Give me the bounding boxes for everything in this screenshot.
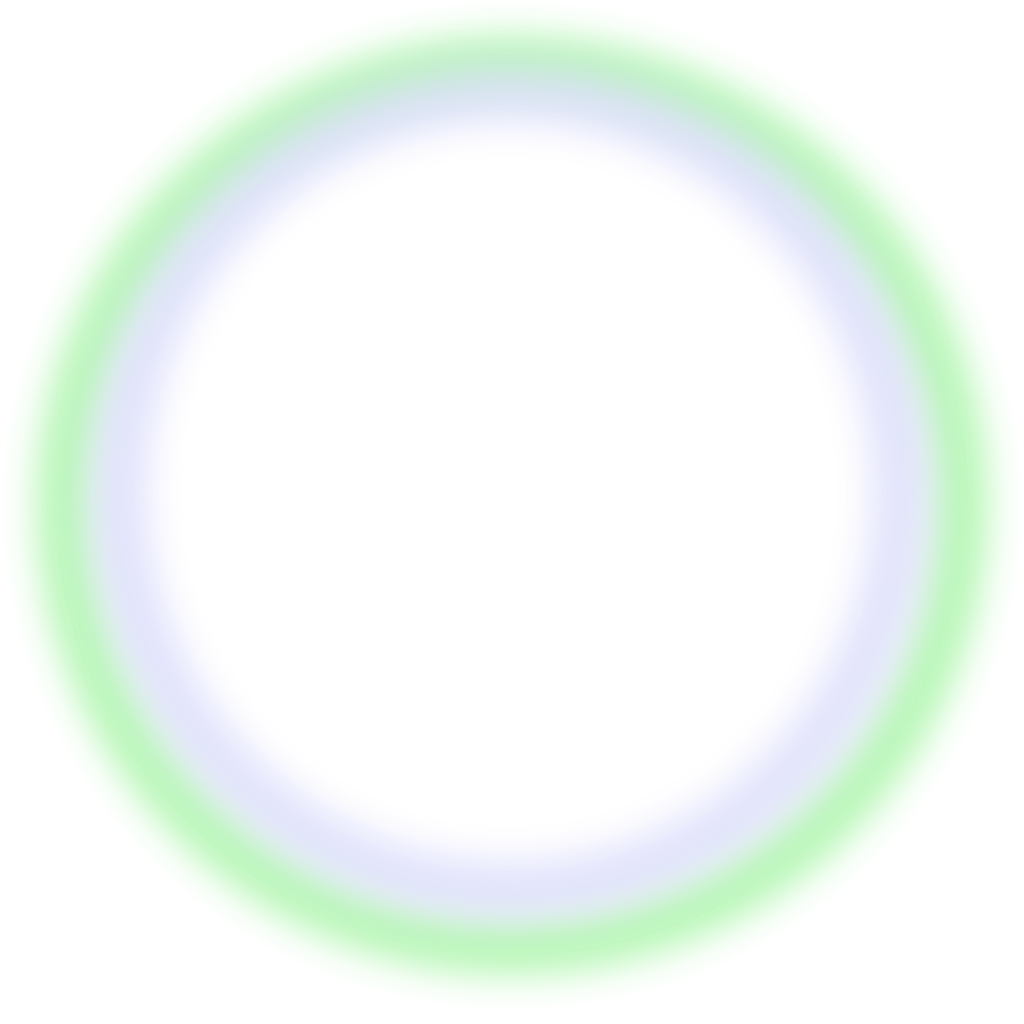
outer-green-ring [36, 35, 988, 975]
white-center [178, 156, 838, 828]
inner-lavender-ring [90, 64, 930, 920]
